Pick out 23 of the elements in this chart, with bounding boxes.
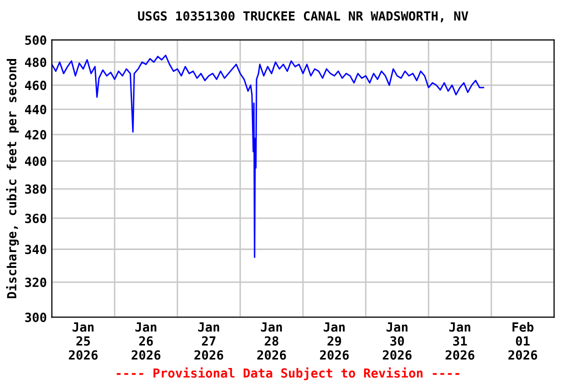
y-axis-title: Discharge, cubic feet per second	[6, 59, 19, 298]
y-tick-label: 380	[25, 184, 46, 194]
line-series	[52, 54, 484, 258]
y-tick-label: 400	[25, 156, 46, 166]
x-tick-label: Jan 29 2026	[320, 322, 349, 360]
x-tick-label: Feb 01 2026	[508, 322, 538, 360]
y-tick-label: 440	[25, 104, 46, 114]
y-tick-label: 500	[25, 35, 46, 45]
text: ---- Provisional Data Subject to Revision ----	[116, 367, 460, 380]
x-tick-label: Jan 27 2026	[194, 322, 224, 360]
y-tick-label: 360	[25, 214, 46, 224]
y-tick-label: 300	[25, 312, 46, 322]
y-tick-label: 420	[25, 130, 46, 140]
y-tick-label: 460	[25, 80, 46, 90]
x-tick-label: Jan 25 2026	[68, 322, 98, 360]
chart-title: USGS 10351300 TRUCKEE CANAL NR WADSWORTH, NV	[138, 11, 468, 22]
x-tick-label: Jan 31 2026	[446, 322, 474, 360]
x-tick-label: Jan 28 2026	[257, 322, 286, 360]
y-tick-label: 340	[25, 244, 46, 254]
y-tick-label: 480	[25, 58, 46, 68]
y-tick-label: 320	[25, 278, 46, 288]
x-tick-label: Jan 26 2026	[132, 322, 160, 360]
x-tick-label: Jan 30 2026	[382, 322, 412, 360]
